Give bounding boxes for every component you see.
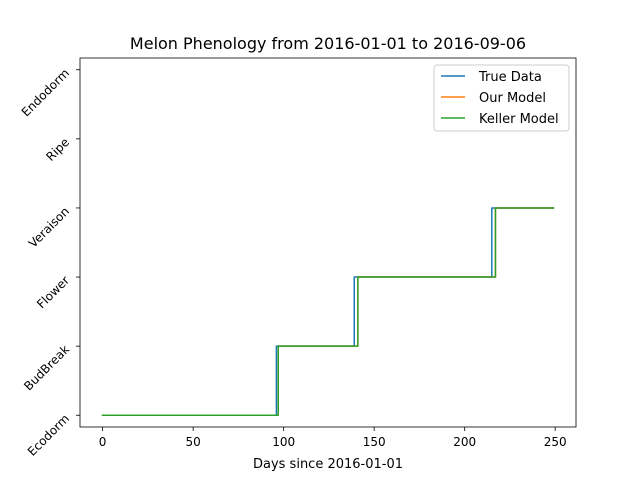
x-tick-label: 50 xyxy=(185,435,200,449)
y-tick-label: Ecodorm xyxy=(25,411,72,458)
x-tick-label: 100 xyxy=(272,435,295,449)
x-tick-label: 250 xyxy=(544,435,567,449)
y-tick-label: Veraison xyxy=(26,204,72,250)
axes-frame xyxy=(79,57,577,428)
legend-label: Keller Model xyxy=(479,112,559,127)
legend-label: True Data xyxy=(478,70,542,85)
chart-title: Melon Phenology from 2016-01-01 to 2016-… xyxy=(130,34,526,53)
series-line-our-model xyxy=(101,207,555,416)
x-tick-label: 0 xyxy=(99,435,107,449)
series-line-true-data xyxy=(101,207,555,416)
y-tick-label: Endodorm xyxy=(19,66,72,119)
legend-box xyxy=(433,64,570,132)
x-tick-label: 200 xyxy=(453,435,476,449)
y-tick-label: Flower xyxy=(34,273,72,311)
legend-label: Our Model xyxy=(479,91,546,106)
series-layer xyxy=(101,207,555,416)
legend: True Data Our Model Keller Model xyxy=(433,64,570,132)
y-tick-label: BudBreak xyxy=(21,342,72,393)
y-axis: Ecodorm BudBreak Flower Veraison Ripe Endodor… xyxy=(19,66,80,459)
series-line-keller-model xyxy=(101,207,555,416)
y-tick-label: Ripe xyxy=(43,135,72,164)
x-axis: 0 50 100 150 200 250 xyxy=(99,427,567,449)
x-tick-label: 150 xyxy=(363,435,386,449)
x-axis-label: Days since 2016-01-01 xyxy=(253,457,403,472)
